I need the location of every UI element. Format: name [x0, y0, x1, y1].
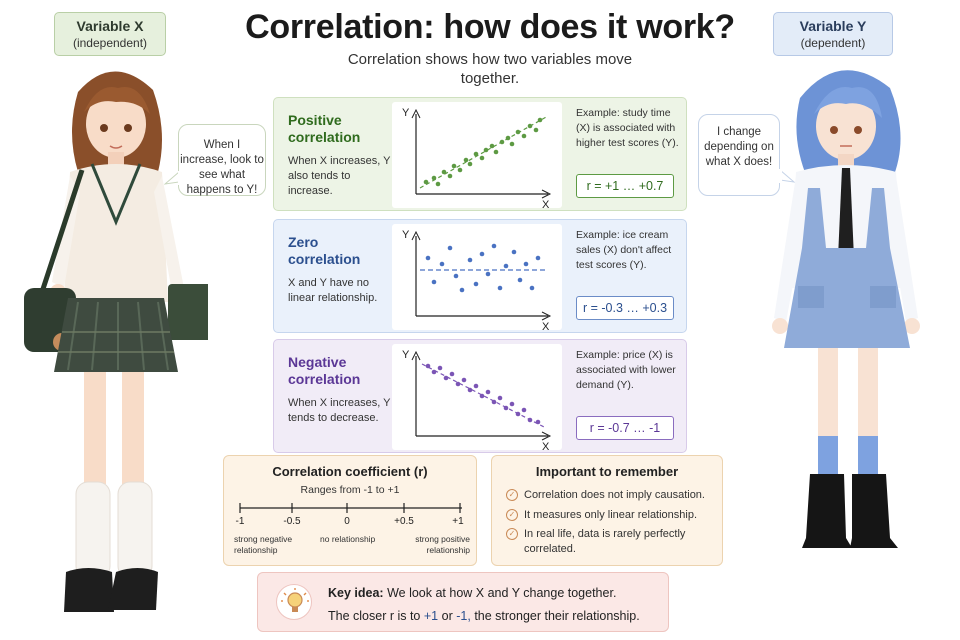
key-idea-line-2: The closer r is to +1 or -1, the stronge… [328, 609, 640, 623]
remember-item-text: Correlation does not imply causation. [524, 489, 705, 501]
label-strong-negative: strong negative relationship [234, 534, 293, 555]
panel-title: Positive correlation [288, 112, 361, 145]
axis-x-label: X [542, 441, 550, 450]
key-idea-box: Key idea: We look at how X and Y change … [257, 572, 669, 632]
variable-y-role: (dependent) [800, 36, 866, 50]
character-y-illustration [772, 70, 920, 548]
check-circle-icon: ✓ [506, 528, 518, 540]
zero-points [425, 243, 541, 293]
speech-bubble-x: When I increase, look to see what happen… [178, 124, 266, 196]
minus-one-highlight: -1, [456, 609, 471, 623]
coefficient-number-line [239, 503, 462, 513]
tick-label: +0.5 [394, 516, 414, 527]
label-no-relationship: no relationship [320, 534, 376, 544]
check-circle-icon: ✓ [506, 489, 518, 501]
plus-one-highlight: +1 [423, 609, 439, 623]
remember-item: ✓ Correlation does not imply causation. [506, 488, 718, 503]
bubble-y-tail [778, 168, 796, 183]
coefficient-range: Ranges from -1 to +1 [300, 484, 400, 496]
panel-example: Example: price (X) is associated with lo… [576, 349, 676, 391]
variable-x-name: Variable X [76, 18, 144, 34]
panel-title: Negative correlation [288, 354, 361, 387]
positive-scatter-plot: Y X [392, 102, 562, 208]
key-idea-text-b: the stronger their relationship. [474, 609, 640, 623]
axis-y-label: Y [402, 107, 410, 119]
page-title: Correlation: how does it work? [245, 8, 735, 46]
tick-label: -1 [235, 516, 245, 527]
key-idea-text: We look at how X and Y change together. [387, 586, 617, 600]
axis-y-label: Y [402, 229, 410, 241]
check-circle-icon: ✓ [506, 509, 518, 521]
axis-x-label: X [542, 199, 550, 208]
r-range-badge: r = -0.3 … +0.3 [576, 296, 674, 320]
r-range-badge: r = +1 … +0.7 [576, 174, 674, 198]
panel-example: Example: study time (X) is associated wi… [576, 107, 679, 149]
tick-label: -0.5 [283, 516, 301, 527]
remember-item-text: In real life, data is rarely perfectly c… [524, 528, 686, 555]
variable-y-tag: Variable Y (dependent) [773, 12, 893, 56]
key-idea-label: Key idea: [328, 586, 384, 600]
panel-description: When X increases, Y tends to decrease. [288, 397, 391, 424]
panel-example: Example: ice cream sales (X) don't affec… [576, 229, 672, 271]
variable-x-tag: Variable X (independent) [54, 12, 166, 56]
negative-scatter-plot: Y X [392, 344, 562, 450]
page-subtitle: Correlation shows how two variables move… [347, 51, 633, 87]
label-strong-positive: strong positive relationship [415, 534, 470, 555]
tick-label: +1 [452, 516, 464, 527]
speech-bubble-y: I change depending on what X does! [698, 114, 780, 196]
lightbulb-icon [276, 584, 312, 620]
positive-correlation-panel: Positive correlation When X increases, Y… [273, 97, 687, 211]
variable-x-role: (independent) [72, 36, 148, 50]
coefficient-title: Correlation coefficient (r) [272, 464, 428, 479]
remember-item: ✓ It measures only linear relationship. [506, 508, 718, 523]
important-to-remember-box: Important to remember ✓ Correlation does… [491, 455, 723, 566]
zero-correlation-panel: Zero correlation X and Y have no linear … [273, 219, 687, 333]
correlation-coefficient-box: Correlation coefficient (r) Ranges from … [223, 455, 477, 566]
r-range-badge: r = -0.7 … -1 [576, 416, 674, 440]
remember-item-text: It measures only linear relationship. [524, 509, 698, 521]
key-idea-line-1: Key idea: We look at how X and Y change … [328, 586, 616, 600]
key-idea-text-a: The closer r is to [328, 609, 421, 623]
negative-points [425, 363, 541, 425]
zero-scatter-plot: Y X [392, 224, 562, 330]
remember-item: ✓ In real life, data is rarely perfectly… [506, 527, 718, 557]
panel-description: When X increases, Y also tends to increa… [288, 155, 391, 197]
tick-label: 0 [344, 516, 350, 527]
remember-title: Important to remember [535, 464, 679, 479]
character-x-illustration [24, 71, 208, 612]
panel-title: Zero correlation [288, 234, 361, 267]
variable-y-name: Variable Y [799, 18, 867, 34]
axis-y-label: Y [402, 349, 410, 361]
positive-points [423, 117, 543, 187]
axis-x-label: X [542, 321, 550, 330]
negative-correlation-panel: Negative correlation When X increases, Y… [273, 339, 687, 453]
panel-description: X and Y have no linear relationship. [288, 277, 378, 304]
key-idea-or: or [441, 609, 453, 623]
bubble-x-tail [164, 170, 182, 185]
